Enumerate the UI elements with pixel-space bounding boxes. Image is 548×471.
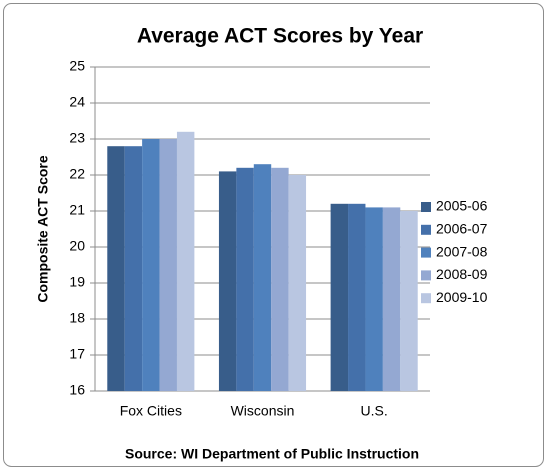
source-note: Source: WI Department of Public Instruct… [125,446,419,462]
bar [142,139,160,391]
y-tick-label: 18 [69,310,85,326]
bar [365,207,383,391]
y-tick-label: 23 [69,130,85,146]
bar [330,203,349,391]
bar [348,203,366,391]
y-tick-label: 21 [69,202,85,218]
bar [288,175,307,391]
bar [176,131,195,392]
bar [236,167,254,391]
bar [253,164,272,391]
legend-swatch [421,270,431,281]
chart-title: Average ACT Scores by Year [137,25,423,48]
legend-label: 2009-10 [436,289,488,305]
x-tick-label: U.S. [361,403,388,419]
legend-label: 2005-06 [436,198,488,214]
y-tick-label: 19 [69,274,85,290]
bar [400,211,418,391]
legend-label: 2007-08 [436,243,488,259]
y-tick-label: 24 [69,94,85,110]
y-tick-label: 22 [69,166,85,182]
legend-label: 2006-07 [436,221,488,237]
x-tick-label: Wisconsin [231,403,295,419]
bar [159,139,177,391]
bar [124,146,143,391]
bar [218,171,237,391]
y-tick-label: 16 [69,382,85,398]
bar [107,146,125,391]
legend-swatch [421,224,431,235]
legend-swatch [421,293,431,304]
x-tick-label: Fox Cities [120,403,182,419]
bar [382,207,401,391]
bar [271,167,289,391]
legend-swatch [421,247,431,258]
y-tick-label: 20 [69,238,85,254]
y-tick-label: 17 [69,346,85,362]
y-axis-label: Composite ACT Score [35,155,51,302]
y-tick-label: 25 [69,58,85,74]
legend-label: 2008-09 [436,266,488,282]
legend-swatch [421,202,431,212]
